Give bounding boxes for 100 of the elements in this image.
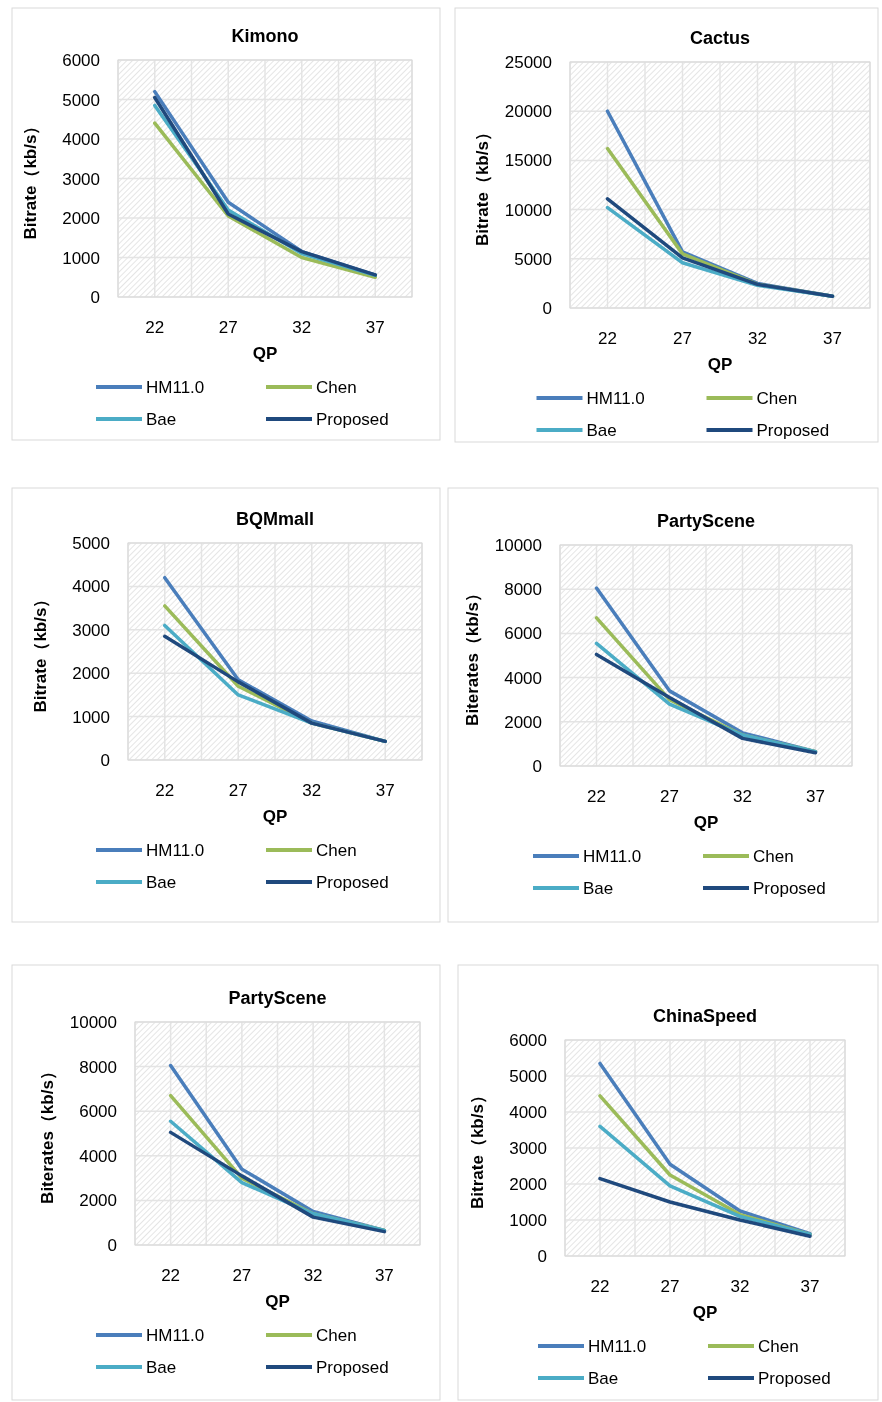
x-tick-label: 32 <box>302 781 322 800</box>
legend-label: HM11.0 <box>146 841 205 860</box>
y-tick-label: 1000 <box>509 1211 547 1230</box>
y-tick-label: 20000 <box>504 102 552 122</box>
y-tick-label: 0 <box>537 1247 547 1266</box>
x-axis-title: QP <box>707 355 733 374</box>
x-axis-title: QP <box>692 1303 718 1322</box>
y-tick-label: 3000 <box>62 169 100 189</box>
legend-label: Chen <box>316 378 357 397</box>
y-tick-label: 5000 <box>514 249 552 269</box>
y-axis-title: Bitrate（kb/s） <box>21 117 40 240</box>
y-axis-title: Bitrate（kb/s） <box>473 124 492 246</box>
y-tick-label: 4000 <box>509 1103 547 1122</box>
x-tick-label: 27 <box>228 781 248 800</box>
legend-label: Bae <box>586 421 617 440</box>
x-axis-title: QP <box>693 813 719 832</box>
x-tick-label: 37 <box>375 781 395 800</box>
x-axis-title: QP <box>265 1292 290 1311</box>
chart-title: Cactus <box>689 28 751 48</box>
x-tick-label: 32 <box>730 1277 750 1296</box>
x-tick-label: 27 <box>232 1266 252 1285</box>
legend-label: HM11.0 <box>583 847 642 866</box>
y-tick-label: 4000 <box>62 130 100 149</box>
legend-label: Chen <box>756 389 798 408</box>
chart-title: Kimono <box>231 26 299 46</box>
y-tick-label: 0 <box>107 1236 117 1255</box>
y-tick-label: 2000 <box>62 209 100 228</box>
x-tick-label: 27 <box>660 1277 680 1296</box>
y-tick-label: 10000 <box>504 200 552 220</box>
y-tick-label: 6000 <box>504 624 542 644</box>
y-tick-label: 2000 <box>509 1175 547 1194</box>
x-tick-label: 32 <box>748 329 767 348</box>
chart-title: PartyScene <box>656 511 756 531</box>
y-tick-label: 10000 <box>69 1013 117 1032</box>
x-axis-title: QP <box>262 807 288 826</box>
y-tick-label: 0 <box>532 757 542 776</box>
chart-title: ChinaSpeed <box>652 1006 758 1026</box>
x-tick-label: 32 <box>733 787 752 806</box>
y-tick-label: 2000 <box>504 712 542 732</box>
legend-label: Bae <box>146 410 177 429</box>
x-tick-label: 22 <box>598 329 617 348</box>
y-tick-label: 4000 <box>72 577 110 597</box>
x-tick-label: 37 <box>365 318 385 337</box>
x-tick-label: 37 <box>374 1266 394 1285</box>
legend-label: Bae <box>146 1358 177 1377</box>
x-tick-label: 32 <box>303 1266 323 1285</box>
x-tick-label: 37 <box>823 329 842 348</box>
x-tick-label: 37 <box>800 1277 820 1296</box>
x-tick-label: 27 <box>218 318 238 337</box>
legend-label: Proposed <box>756 421 830 440</box>
x-tick-label: 22 <box>161 1266 181 1285</box>
legend-label: Proposed <box>316 1358 389 1377</box>
legend-label: Chen <box>758 1337 799 1356</box>
line-series <box>598 1176 812 1238</box>
x-tick-label: 22 <box>587 787 606 806</box>
y-axis-title: Biterates（kb/s） <box>463 585 482 726</box>
x-tick-label: 37 <box>806 787 825 806</box>
y-axis-title: Bitrate（kb/s） <box>31 590 50 713</box>
x-tick-label: 22 <box>145 318 165 337</box>
chart-title: BQMmall <box>235 509 315 529</box>
y-tick-label: 15000 <box>504 151 552 171</box>
y-tick-label: 3000 <box>72 620 110 640</box>
x-tick-label: 32 <box>292 318 312 337</box>
x-tick-label: 22 <box>155 781 175 800</box>
x-tick-label: 27 <box>673 329 692 348</box>
legend-label: Bae <box>583 879 614 898</box>
legend-label: Proposed <box>758 1369 831 1388</box>
y-tick-label: 8000 <box>79 1057 117 1077</box>
y-tick-label: 4000 <box>79 1146 117 1166</box>
y-tick-label: 10000 <box>494 536 542 555</box>
y-tick-label: 0 <box>90 288 100 307</box>
y-tick-label: 1000 <box>72 707 110 727</box>
y-tick-label: 5000 <box>72 534 110 553</box>
y-tick-label: 0 <box>542 299 552 318</box>
legend-label: HM11.0 <box>588 1337 647 1356</box>
chart-title: PartyScene <box>228 988 327 1008</box>
legend-label: Proposed <box>753 879 826 898</box>
y-tick-label: 6000 <box>509 1031 547 1050</box>
y-tick-label: 2000 <box>72 664 110 684</box>
legend-label: HM11.0 <box>146 1326 205 1345</box>
y-tick-label: 6000 <box>79 1102 117 1122</box>
legend-label: Proposed <box>316 873 389 892</box>
y-tick-label: 0 <box>100 751 110 770</box>
y-tick-label: 5000 <box>62 90 100 110</box>
legend-label: Bae <box>588 1369 619 1388</box>
y-tick-label: 6000 <box>62 51 100 70</box>
y-tick-label: 3000 <box>509 1139 547 1158</box>
line-series <box>598 1124 812 1237</box>
x-tick-label: 22 <box>590 1277 610 1296</box>
y-tick-label: 2000 <box>79 1191 117 1211</box>
y-tick-label: 4000 <box>504 668 542 688</box>
legend-label: HM11.0 <box>146 378 205 397</box>
y-axis-title: Bitrate（kb/s） <box>468 1087 487 1209</box>
x-tick-label: 27 <box>660 787 679 806</box>
y-tick-label: 5000 <box>509 1067 547 1086</box>
legend-label: HM11.0 <box>586 389 645 408</box>
x-axis-title: QP <box>252 344 278 363</box>
legend-label: Proposed <box>316 410 389 429</box>
y-tick-label: 8000 <box>504 580 542 600</box>
y-tick-label: 25000 <box>504 53 552 72</box>
